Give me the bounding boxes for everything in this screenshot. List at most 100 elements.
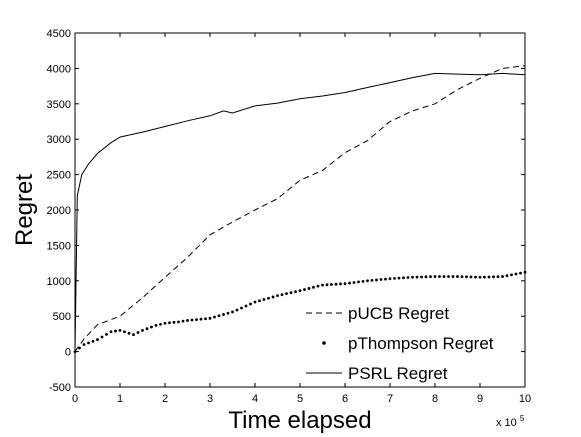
y-tick-label: 500: [53, 311, 71, 323]
pthompson-regret-point: [136, 331, 140, 334]
pthompson-regret-point: [343, 282, 347, 286]
pthompson-regret-point: [379, 278, 383, 281]
pthompson-regret-point: [222, 313, 225, 316]
pthompson-regret-point: [492, 275, 495, 279]
legend-label-psrl-regret: PSRL Regret: [348, 364, 448, 383]
pthompson-regret-point: [415, 275, 419, 279]
y-tick-label: 3500: [47, 99, 71, 111]
pthompson-regret-point: [334, 282, 338, 286]
pthompson-regret-point: [357, 280, 360, 284]
legend-label-pthompson-regret: pThompson Regret: [348, 334, 494, 353]
x-axis-multiplier-base: x 10: [496, 417, 517, 429]
pthompson-regret-point: [204, 317, 207, 321]
pthompson-regret-point: [330, 283, 333, 286]
x-axis-label: Time elapsed: [228, 407, 371, 434]
pthompson-regret-point: [118, 328, 122, 332]
pthompson-regret-point: [370, 278, 374, 282]
pthompson-regret-point: [132, 333, 135, 337]
pthompson-regret-point: [240, 306, 243, 310]
pthompson-regret-point: [235, 308, 239, 312]
pthompson-regret-point: [375, 278, 378, 282]
x-tick-label: 3: [207, 393, 213, 405]
x-axis-multiplier-exponent: 5: [520, 414, 525, 423]
x-tick-label: 5: [297, 393, 303, 405]
x-tick-label: 7: [387, 393, 393, 405]
pthompson-regret-point: [366, 279, 369, 283]
x-tick-label: 10: [519, 393, 531, 405]
pthompson-regret-point: [199, 317, 203, 321]
pthompson-regret-point: [321, 283, 324, 287]
pthompson-regret-point: [487, 275, 491, 279]
pthompson-regret-point: [208, 316, 212, 320]
pthompson-regret-point: [285, 292, 288, 296]
x-tick-label: 8: [432, 393, 438, 405]
pthompson-regret-point: [127, 331, 131, 335]
legend-swatch-pthompson-regret: [322, 341, 326, 345]
pthompson-regret-point: [280, 293, 284, 297]
pthompson-regret-point: [163, 321, 167, 325]
pthompson-regret-point: [267, 296, 270, 300]
pthompson-regret-point: [195, 318, 198, 321]
pthompson-regret-point: [501, 275, 504, 278]
pthompson-regret-point: [406, 276, 410, 279]
legend: pUCB Regret pThompson Regret PSRL Regret: [306, 304, 494, 383]
pthompson-regret-point: [465, 275, 468, 279]
pthompson-regret-point: [325, 283, 329, 287]
pthompson-regret-point: [289, 291, 293, 295]
pthompson-regret-point: [276, 294, 279, 298]
psrl-regret-line: [74, 72, 526, 352]
pthompson-regret-point: [510, 273, 513, 277]
pthompson-regret-point: [150, 325, 153, 329]
pthompson-regret-point: [348, 281, 351, 285]
pthompson-regret-point: [519, 271, 522, 275]
pthompson-regret-point: [109, 330, 113, 334]
pthompson-regret-point: [226, 311, 230, 315]
y-tick-label: 0: [65, 347, 71, 359]
pthompson-regret-point: [505, 274, 509, 278]
pthompson-regret-point: [384, 277, 387, 281]
pthompson-regret-point: [181, 319, 185, 323]
pthompson-regret-point: [411, 275, 414, 279]
pthompson-regret-point: [172, 320, 176, 324]
pthompson-regret-point: [190, 318, 194, 322]
pthompson-regret-point: [469, 275, 473, 279]
pthompson-regret-point: [91, 339, 95, 343]
pthompson-regret-point: [294, 290, 297, 294]
series-curves: [73, 65, 527, 353]
y-axis-label: Regret: [11, 174, 38, 246]
pthompson-regret-point: [402, 276, 405, 280]
pthompson-regret-point: [397, 276, 401, 280]
x-tick-label: 0: [72, 393, 78, 405]
pthompson-regret-point: [87, 341, 90, 345]
pthompson-regret-point: [105, 332, 108, 336]
pthompson-regret-point: [442, 275, 446, 278]
pthompson-regret-point: [361, 279, 365, 283]
pthompson-regret-point: [213, 315, 216, 319]
pthompson-regret-point: [217, 314, 221, 318]
pthompson-regret-point: [231, 310, 234, 314]
pthompson-regret-point: [388, 277, 392, 281]
y-tick-label: 4000: [47, 63, 71, 75]
pthompson-regret-point: [82, 343, 86, 346]
pthompson-regret-point: [478, 275, 482, 279]
pthompson-regret-point: [186, 319, 189, 322]
pthompson-regret-point: [460, 275, 464, 279]
pthompson-regret-point: [352, 281, 356, 284]
x-tick-label: 9: [477, 393, 483, 405]
x-tick-label: 6: [342, 393, 348, 405]
y-tick-label: 4500: [47, 28, 71, 40]
pthompson-regret-point: [253, 300, 257, 304]
pthompson-regret-point: [474, 275, 477, 279]
pthompson-regret-point: [303, 288, 306, 291]
pthompson-regret-point: [456, 275, 459, 278]
y-tick-label: 2000: [47, 205, 71, 217]
pthompson-regret-point: [514, 272, 518, 276]
pthompson-regret-point: [447, 275, 450, 278]
pthompson-regret-point: [154, 324, 158, 327]
ticks: 0 1 2 3 4 5 6 7 8 9 10-500050010001500200025003000…: [47, 28, 532, 405]
pthompson-regret-point: [249, 302, 252, 306]
pthompson-regret-point: [483, 275, 486, 279]
pthompson-regret-point: [424, 275, 428, 279]
y-tick-label: 3000: [47, 134, 71, 146]
